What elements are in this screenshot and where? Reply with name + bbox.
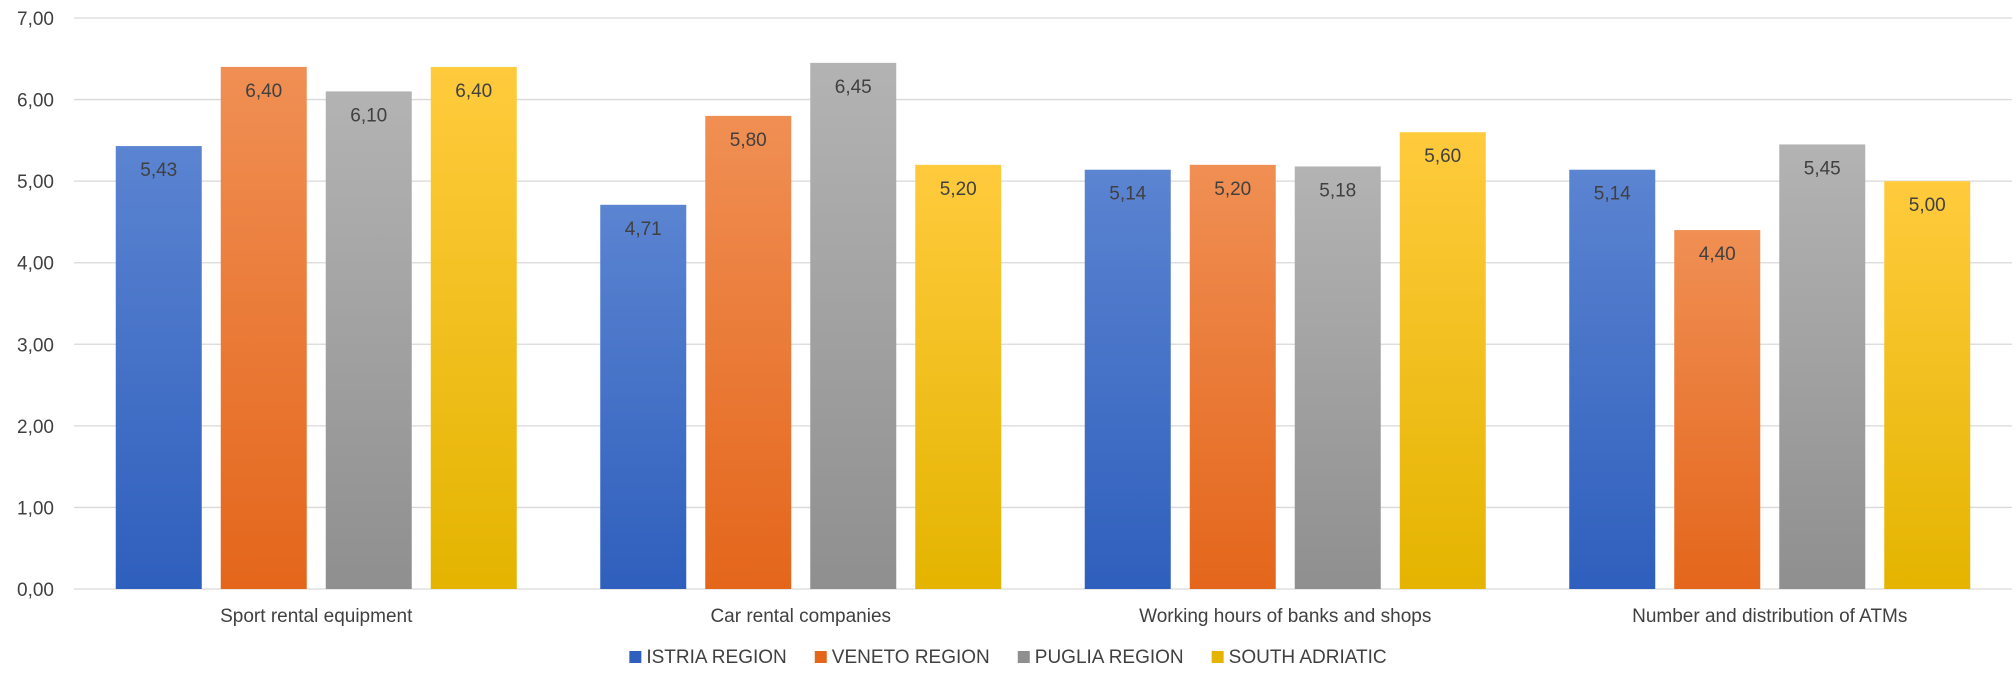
data-label: 6,40 [455,81,492,102]
legend-label: VENETO REGION [832,647,990,668]
bar-puglia-region [1779,144,1866,589]
y-tick-label: 7,00 [17,9,54,30]
bar-istria-region [115,146,202,589]
y-tick-label: 6,00 [17,91,54,112]
bar-puglia-region [810,62,897,590]
legend-item: ISTRIA REGION [629,647,787,668]
bar-veneto-region [220,66,307,589]
bar-south-adriatic [1399,132,1486,589]
data-label: 5,45 [1804,158,1841,179]
legend-swatch [1017,651,1030,663]
data-label: 5,80 [730,130,767,151]
data-label: 5,14 [1109,184,1146,205]
data-label: 5,14 [1594,184,1631,205]
y-tick-label: 2,00 [17,417,54,438]
data-label: 6,40 [245,81,282,102]
legend-label: SOUTH ADRIATIC [1229,647,1387,668]
x-category-label: Car rental companies [710,606,891,627]
legend-swatch [1211,651,1224,663]
y-tick-label: 4,00 [17,254,54,275]
x-category-label: Sport rental equipment [220,606,413,627]
data-label: 5,60 [1424,146,1461,167]
legend-label: PUGLIA REGION [1035,647,1184,668]
data-labels: 5,43 6,40 6,10 6,40 4,71 5,80 6,45 5,20 5,14 5,20… [140,77,1945,265]
bar-veneto-region [1674,230,1761,590]
data-label: 6,10 [350,105,387,126]
data-label: 5,20 [940,179,977,200]
legend-swatch [814,651,827,663]
legend-item: PUGLIA REGION [1017,647,1184,668]
x-category-label: Working hours of banks and shops [1139,606,1431,627]
data-label: 5,43 [140,160,177,181]
y-tick-label: 0,00 [17,580,54,601]
data-label: 5,18 [1319,180,1356,201]
data-label: 4,40 [1699,244,1736,265]
bar-veneto-region [1189,164,1276,590]
bar-south-adriatic [430,66,517,589]
y-tick-label: 1,00 [17,498,54,519]
y-tick-label: 3,00 [17,335,54,356]
bars [115,62,1971,590]
data-label: 5,20 [1214,179,1251,200]
legend-label: ISTRIA REGION [646,647,786,668]
bar-istria-region [1569,169,1656,590]
data-label: 6,45 [835,77,872,98]
bar-veneto-region [705,115,792,589]
bar-puglia-region [1294,166,1381,589]
legend-item: VENETO REGION [814,647,990,668]
bar-south-adriatic [915,164,1002,590]
y-axis-tick-labels: 0,00 1,00 2,00 3,00 4,00 5,00 6,00 7,00 [17,9,54,601]
x-category-label: Number and distribution of ATMs [1632,606,1907,627]
y-tick-label: 5,00 [17,172,54,193]
bar-puglia-region [325,91,412,590]
bar-istria-region [600,204,687,589]
bar-south-adriatic [1884,181,1971,589]
data-label: 4,71 [625,219,662,240]
legend-item: SOUTH ADRIATIC [1211,647,1387,668]
bar-istria-region [1084,169,1171,590]
legend-swatch [629,651,642,663]
legend: ISTRIA REGION VENETO REGION PUGLIA REGION S… [629,647,1387,668]
x-axis-category-labels: Sport rental equipment Car rental compani… [220,606,1907,627]
data-label: 5,00 [1909,195,1946,216]
